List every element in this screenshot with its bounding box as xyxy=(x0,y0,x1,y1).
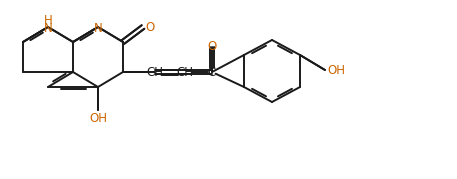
Text: OH: OH xyxy=(327,64,345,76)
Text: CH: CH xyxy=(176,66,193,79)
Text: CH: CH xyxy=(147,66,164,79)
Text: OH: OH xyxy=(89,112,107,125)
Text: O: O xyxy=(145,21,154,33)
Text: N: N xyxy=(94,21,102,35)
Text: C: C xyxy=(208,66,216,79)
Text: O: O xyxy=(207,40,217,52)
Text: N: N xyxy=(43,21,53,35)
Text: H: H xyxy=(43,13,53,26)
